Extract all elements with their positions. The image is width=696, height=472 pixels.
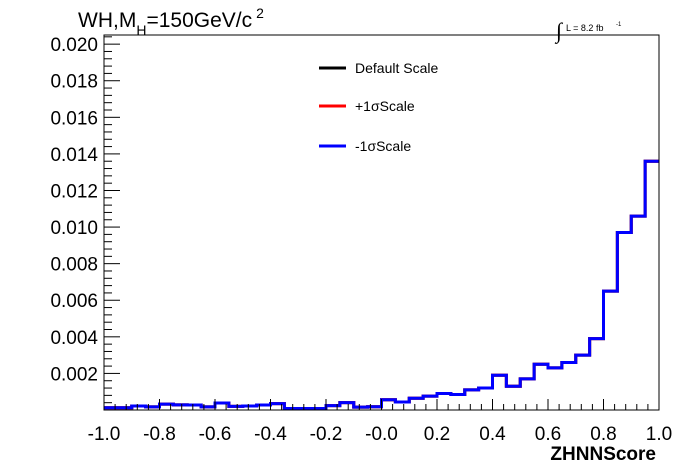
lumi-label: L = 8.2 fb xyxy=(566,23,603,33)
x-tick-label: -1.0 xyxy=(88,424,121,445)
y-tick-label: 0.016 xyxy=(50,108,98,129)
y-tick-label: 0.004 xyxy=(50,328,98,349)
legend-entry-label: -1σScale xyxy=(355,138,411,154)
chart-title: WH,MH=150GeV/c 2 xyxy=(78,5,264,38)
x-tick-label: 1.0 xyxy=(646,424,672,445)
title-main-text: =150GeV/c xyxy=(146,9,252,32)
x-tick-label: 0.6 xyxy=(535,424,561,445)
legend-entry-label: +1σScale xyxy=(355,98,415,114)
title-prefix: WH,M xyxy=(78,9,136,32)
series-line-2 xyxy=(104,159,659,411)
title-subscript: H xyxy=(136,22,146,38)
y-tick-label: 0.010 xyxy=(50,218,98,239)
y-tick-label: 0.002 xyxy=(50,364,98,385)
x-tick-label: 0.4 xyxy=(479,424,506,445)
y-tick-label: 0.014 xyxy=(50,145,98,166)
legend: Default Scale +1σScale -1σScale xyxy=(319,60,438,154)
lumi-integral-symbol: ∫ xyxy=(554,18,564,44)
title-superscript: 2 xyxy=(256,5,264,21)
y-axis: 0.002 0.004 0.006 0.008 0.010 0.012 0.014 0.016… xyxy=(50,35,120,404)
legend-entry-label: Default Scale xyxy=(355,60,438,76)
y-tick-label: 0.006 xyxy=(50,291,98,312)
y-tick-label: 0.018 xyxy=(50,72,98,93)
x-tick-label: -0.4 xyxy=(254,424,287,445)
x-tick-label: -0.2 xyxy=(310,424,343,445)
x-tick-label: 0.8 xyxy=(590,424,616,445)
x-axis: -1.0 -0.8 -0.6 -0.4 -0.2 -0.0 0.2 0.4 0.6 0.8 1.0 xyxy=(88,399,672,445)
lumi-superscript: -1 xyxy=(616,22,622,28)
x-axis-label: ZHNNScore xyxy=(550,444,656,465)
y-tick-label: 0.012 xyxy=(50,181,98,202)
x-tick-label: -0.8 xyxy=(143,424,176,445)
x-tick-label: -0.0 xyxy=(365,424,398,445)
x-tick-label: 0.2 xyxy=(424,424,450,445)
y-tick-label: 0.008 xyxy=(50,255,98,276)
plot-area xyxy=(104,159,659,411)
y-tick-label: 0.020 xyxy=(50,35,98,56)
x-tick-label: -0.6 xyxy=(199,424,232,445)
